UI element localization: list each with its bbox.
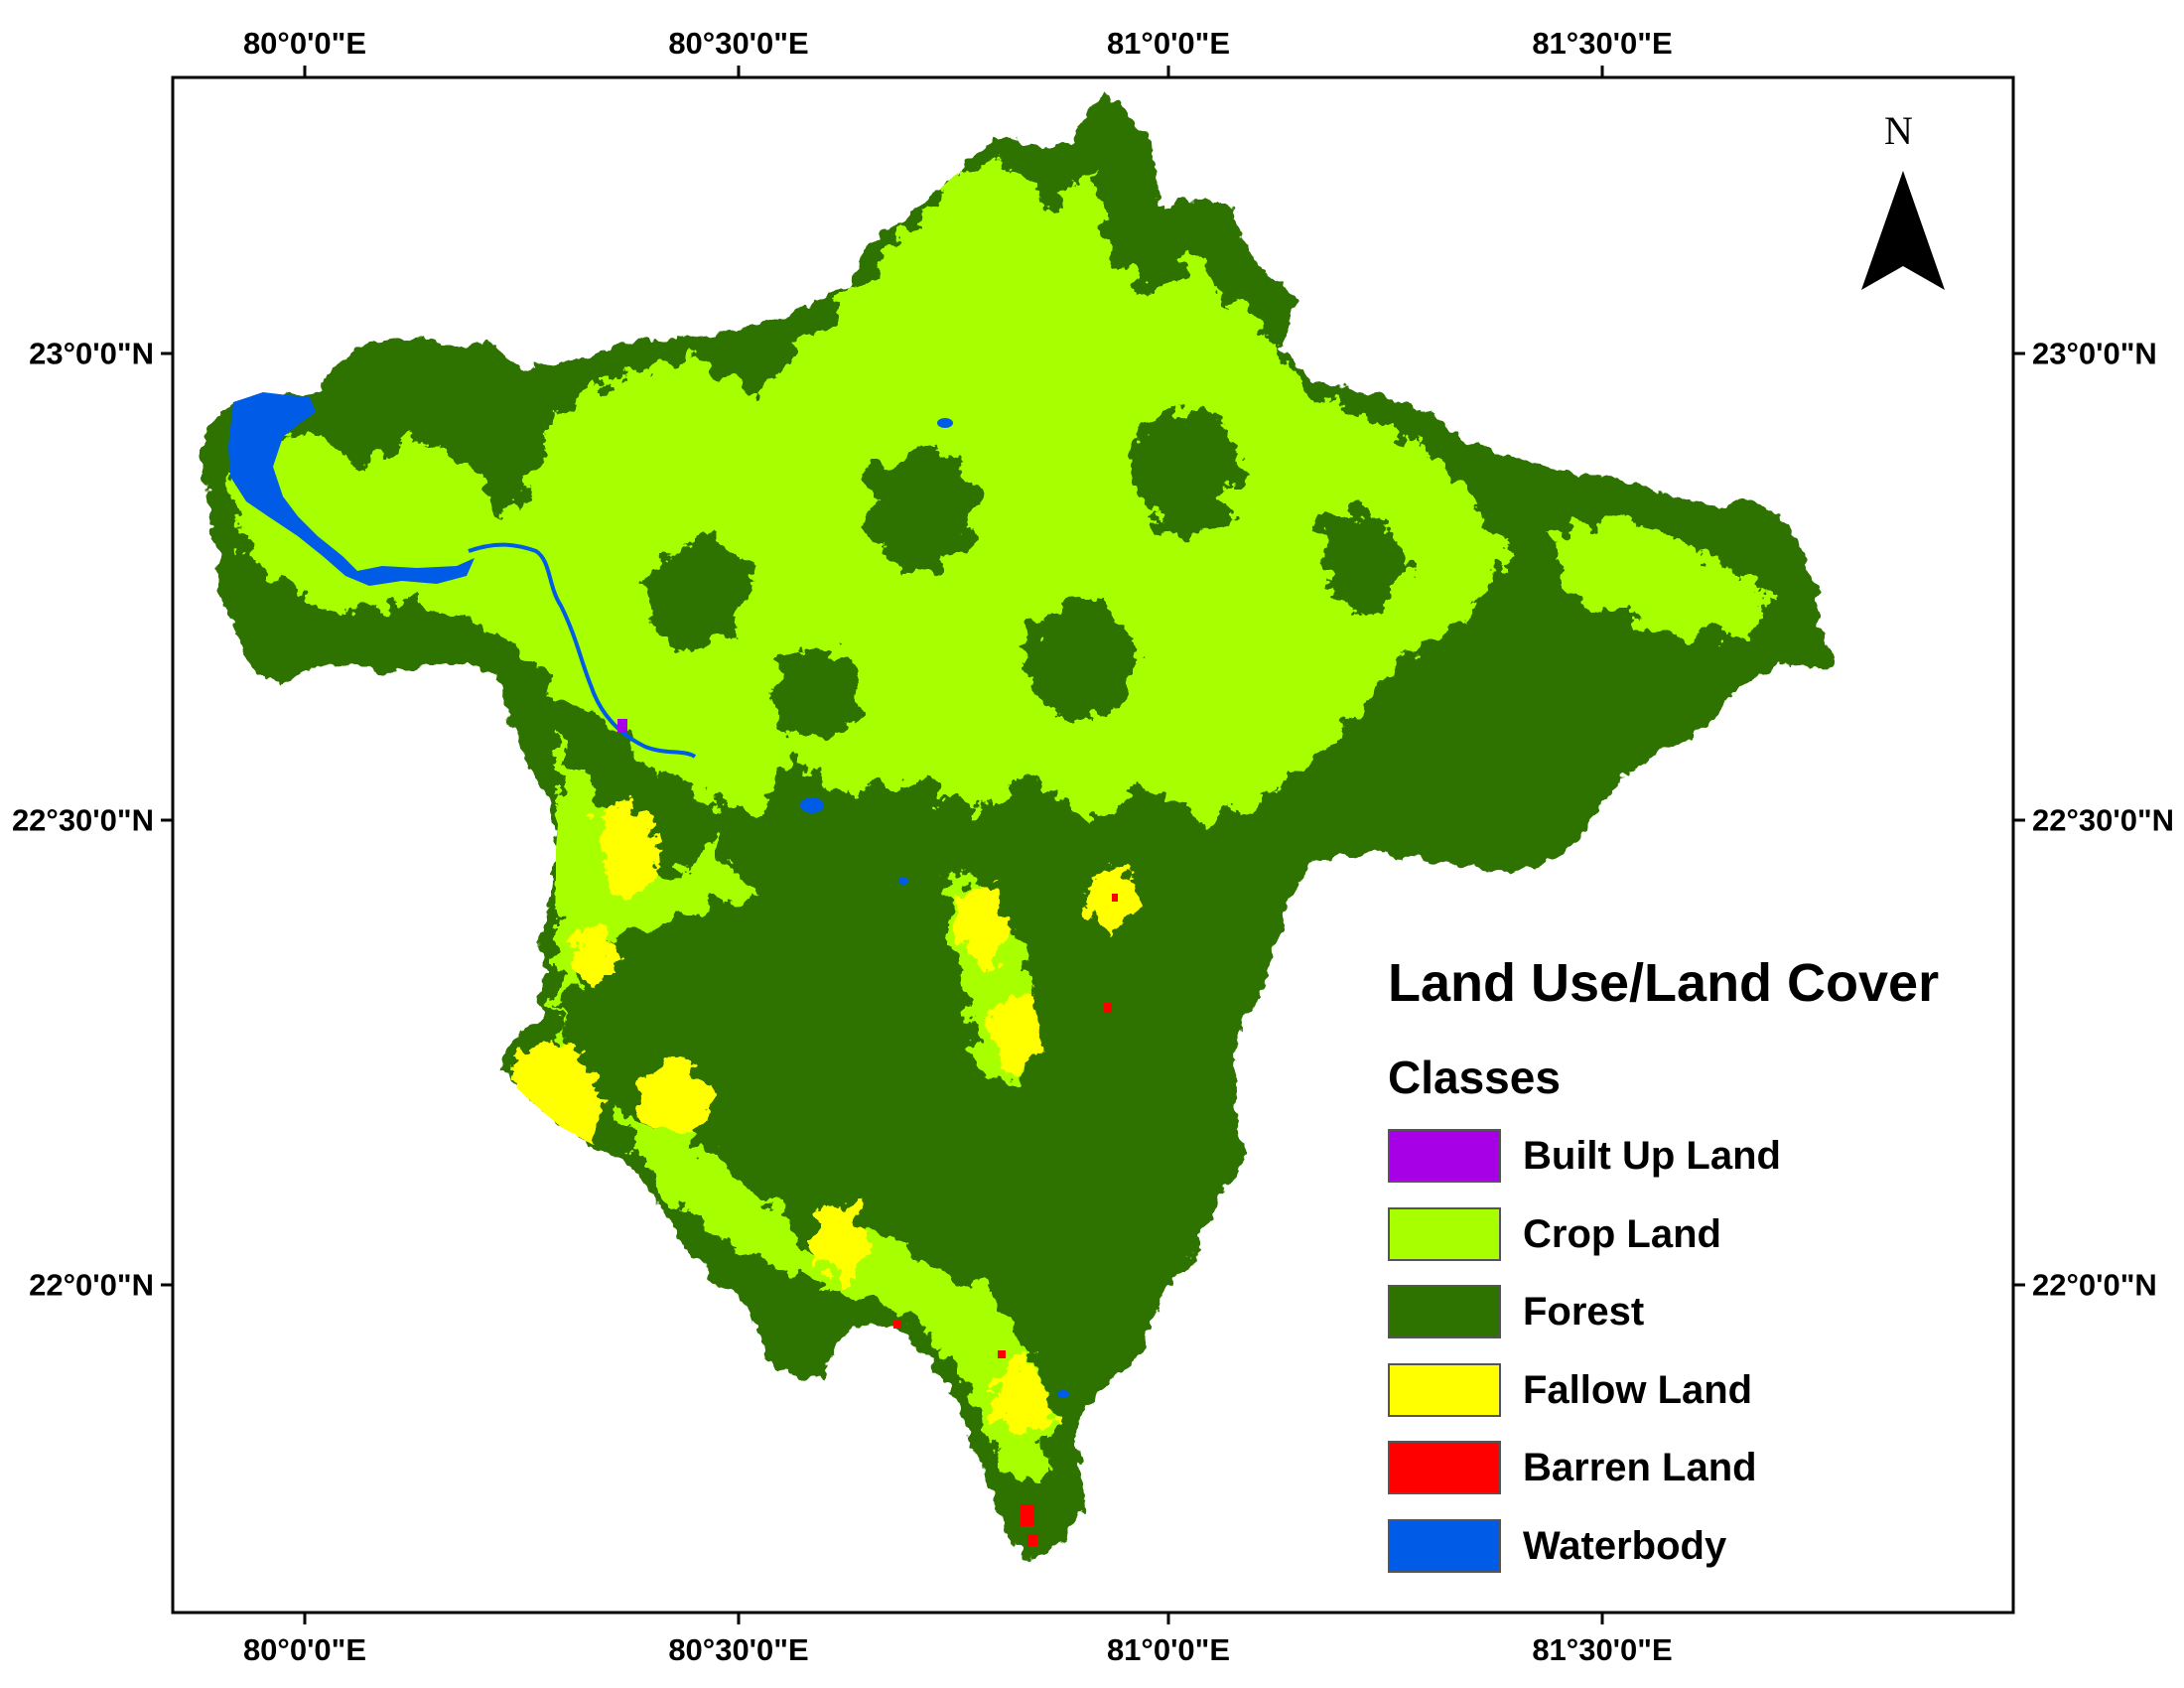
- bottom-tick-label: 80°30'0"E: [668, 1632, 809, 1667]
- legend-item-forest: Forest: [1388, 1283, 1644, 1340]
- legend-item-built-up: Built Up Land: [1388, 1127, 1781, 1185]
- left-tick-label: 22°0'0"N: [29, 1267, 154, 1303]
- legend-swatch: [1388, 1285, 1501, 1338]
- legend-label: Waterbody: [1523, 1523, 1727, 1568]
- legend-subtitle: Classes: [1388, 1052, 1561, 1103]
- bottom-tick-label: 81°0'0"E: [1106, 1632, 1231, 1667]
- top-tick-label: 81°0'0"E: [1106, 26, 1231, 61]
- north-arrow-label: N: [1884, 108, 1913, 153]
- legend-label: Fallow Land: [1523, 1367, 1753, 1412]
- legend-item-barren: Barren Land: [1388, 1439, 1757, 1496]
- right-tick-label: 22°0'0"N: [2032, 1267, 2157, 1303]
- legend-swatch: [1388, 1441, 1501, 1494]
- legend-item-crop: Crop Land: [1388, 1205, 1721, 1263]
- left-tick-label: 22°30'0"N: [11, 802, 154, 838]
- legend-label: Forest: [1523, 1289, 1645, 1334]
- legend-swatch: [1388, 1519, 1501, 1573]
- bottom-tick-label: 80°0'0"E: [242, 1632, 367, 1667]
- legend-swatch: [1388, 1129, 1501, 1183]
- graticule-ticks: [161, 66, 2025, 1624]
- legend-label: Barren Land: [1523, 1445, 1757, 1489]
- waterbody-features: [228, 392, 1069, 1398]
- bottom-tick-label: 81°30'0"E: [1532, 1632, 1673, 1667]
- legend-title: Land Use/Land Cover: [1388, 953, 1940, 1013]
- left-tick-label: 23°0'0"N: [29, 336, 154, 371]
- right-tick-label: 22°30'0"N: [2032, 802, 2175, 838]
- right-tick-label: 23°0'0"N: [2032, 336, 2157, 371]
- top-tick-label: 80°30'0"E: [668, 26, 809, 61]
- legend-label: Crop Land: [1523, 1211, 1721, 1256]
- top-tick-label: 81°30'0"E: [1532, 26, 1673, 61]
- legend-item-waterbody: Waterbody: [1388, 1517, 1726, 1575]
- legend-swatch: [1388, 1207, 1501, 1261]
- legend-item-fallow: Fallow Land: [1388, 1361, 1752, 1419]
- top-tick-label: 80°0'0"E: [242, 26, 367, 61]
- legend-swatch: [1388, 1363, 1501, 1417]
- north-arrow-icon: [1861, 171, 1945, 290]
- map-frame: [171, 75, 2015, 1615]
- land-cover-region: [204, 93, 1835, 1561]
- legend-label: Built Up Land: [1523, 1133, 1781, 1178]
